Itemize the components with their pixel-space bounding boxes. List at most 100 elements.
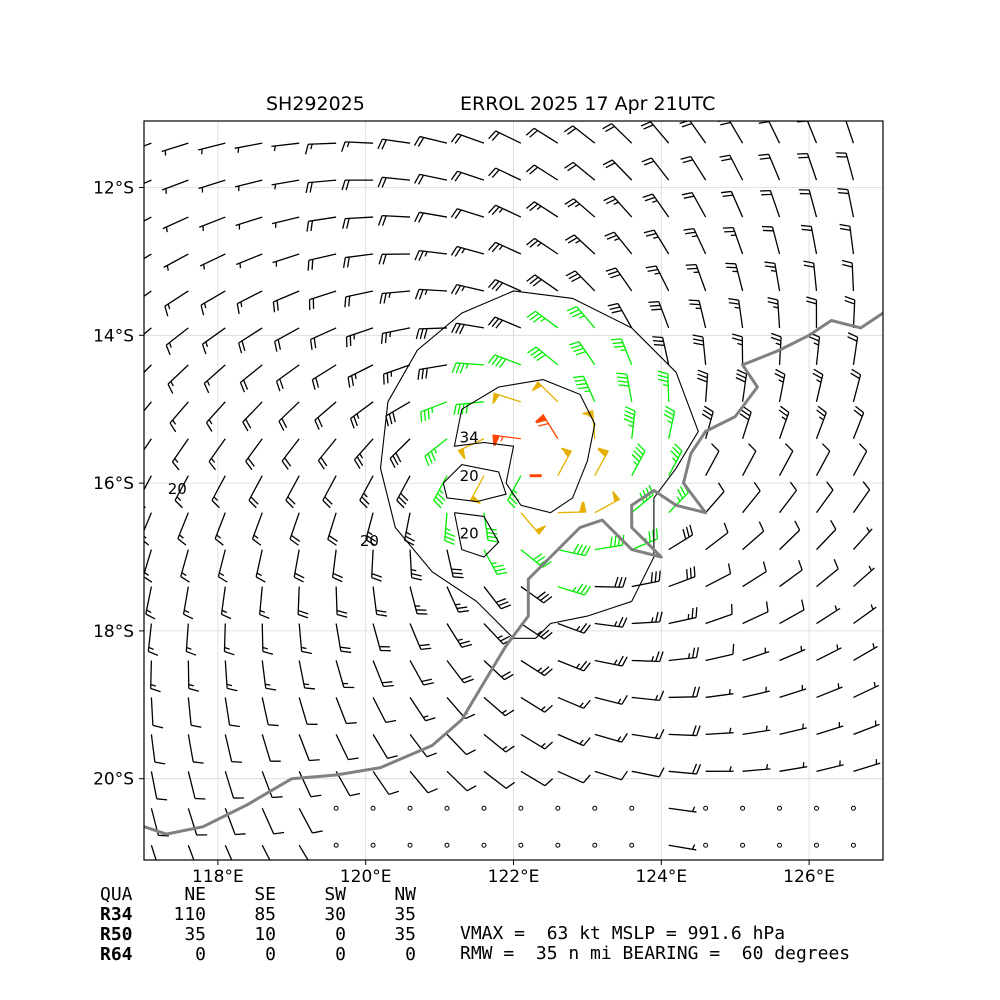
wind-barb-staff	[626, 374, 633, 402]
wind-barb-staff	[174, 475, 189, 501]
wind-barb-full	[625, 406, 636, 412]
wind-barb-full	[272, 301, 276, 313]
wind-barb-half	[617, 736, 622, 742]
wind-barb-full	[242, 421, 249, 432]
wind-barb-staff	[312, 364, 337, 381]
wind-barb-staff	[768, 121, 781, 144]
wind-barb-full	[268, 724, 279, 727]
wind-barb-staff	[705, 653, 734, 662]
contour-label: 20	[460, 467, 479, 485]
wind-barb-full	[132, 385, 137, 394]
wind-barb-staff	[144, 438, 152, 451]
wind-barb-full	[841, 259, 853, 264]
wind-barb-staff	[163, 253, 189, 268]
wind-barb-full	[381, 215, 387, 226]
wind-barb	[341, 179, 374, 191]
wind-barb-staff	[150, 734, 156, 763]
wind-barb	[645, 265, 670, 292]
wind-barb-half	[213, 496, 219, 502]
wind-barb-staff	[224, 660, 228, 689]
wind-barb-staff	[815, 412, 827, 439]
wind-barb-full	[767, 300, 779, 305]
wind-barb-full	[622, 577, 627, 588]
wind-barb-staff	[208, 438, 226, 462]
wind-barb	[272, 290, 300, 313]
wind-barb	[679, 121, 707, 144]
wind-barb	[742, 725, 771, 736]
wind-barb-full	[533, 315, 543, 323]
wind-barb-full	[186, 650, 197, 656]
table-row-r64-nw: 0	[405, 944, 416, 965]
wind-barb-full	[314, 419, 320, 430]
wind-barb	[742, 601, 769, 625]
wind-barb	[211, 475, 226, 509]
wind-barb-full	[336, 609, 348, 614]
wind-barb-half	[834, 605, 838, 611]
wind-barb-full	[245, 418, 252, 429]
wind-barb	[220, 586, 232, 620]
wind-barb	[239, 364, 263, 393]
x-tick-label: 126°E	[783, 867, 835, 887]
wind-barb-full	[719, 154, 730, 158]
wind-barb-full	[691, 607, 694, 619]
wind-barb	[520, 586, 553, 604]
wind-barb-half	[512, 489, 518, 494]
wind-barb-half	[136, 420, 139, 424]
wind-barb	[414, 249, 448, 261]
wind-barb-staff	[815, 336, 821, 365]
wind-barb-half	[816, 379, 822, 383]
wind-barb-staff	[409, 770, 429, 794]
wind-barb-full	[575, 351, 586, 356]
wind-barb-full	[290, 534, 301, 542]
wind-barb	[563, 125, 596, 144]
wind-barb-staff	[612, 195, 633, 218]
wind-barb-full	[245, 460, 253, 471]
wind-barb-full	[294, 572, 305, 579]
wind-barb-full	[780, 405, 790, 413]
calm-wind-marker	[333, 805, 339, 811]
wind-barb	[308, 290, 337, 311]
wind-barb	[450, 133, 485, 144]
wind-barb-full	[582, 737, 591, 747]
wind-barb-half	[502, 745, 508, 751]
wind-barb	[306, 216, 337, 232]
wind-barb-staff	[668, 770, 697, 775]
wind-barb	[385, 401, 411, 427]
wind-barb-full	[702, 409, 713, 417]
wind-barb-full	[453, 404, 457, 416]
wind-barb-full	[247, 457, 255, 467]
wind-barb-full	[633, 450, 642, 459]
wind-barb-full	[417, 369, 421, 380]
wind-barb-staff	[220, 586, 226, 615]
wind-barb-half	[536, 242, 542, 247]
wind-barb-full	[697, 369, 708, 375]
wind-barb	[564, 161, 596, 181]
wind-barb-full	[387, 755, 398, 759]
wind-barb-full	[614, 576, 619, 588]
wind-barb	[564, 234, 596, 255]
wind-barb-staff	[345, 216, 374, 220]
wind-barb-staff	[631, 770, 660, 778]
calm-wind-marker	[518, 842, 524, 848]
wind-barb-full	[572, 543, 580, 554]
wind-barb-staff	[403, 512, 411, 541]
wind-barb-staff	[187, 844, 195, 860]
wind-barb-staff	[144, 290, 152, 298]
wind-barb-staff	[852, 489, 871, 514]
calm-wind-marker	[850, 805, 856, 811]
wind-barb	[150, 845, 157, 860]
wind-barb-staff	[185, 623, 189, 652]
wind-barb-staff	[171, 438, 189, 463]
wind-barb	[557, 696, 591, 709]
wind-barb-staff	[419, 249, 448, 255]
wind-barb	[144, 475, 152, 509]
wind-barb-full	[500, 604, 512, 610]
wind-barb-full	[621, 733, 628, 743]
wind-barb-staff	[495, 279, 522, 292]
table-row-r34-ne: 110	[173, 904, 206, 925]
wind-barb-full	[491, 318, 500, 328]
wind-barb-staff	[494, 316, 522, 329]
wind-barb	[322, 475, 337, 509]
wind-barb-staff	[594, 733, 622, 743]
wind-barb-staff	[611, 159, 633, 181]
